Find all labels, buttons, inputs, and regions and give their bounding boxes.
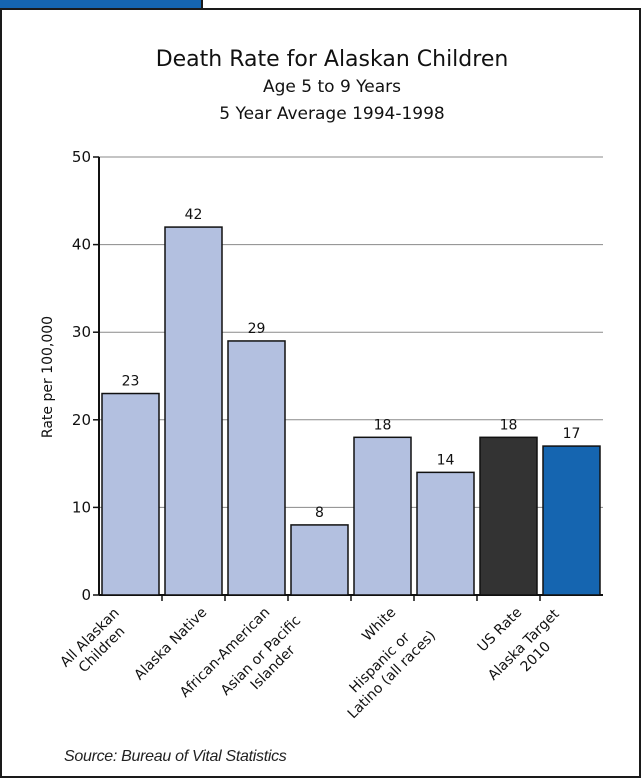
data-labels: 23 42 29 8 18 14 18 17 — [122, 207, 581, 521]
bar — [353, 436, 412, 596]
category-label: Hispanic orLatino (all races) — [333, 616, 439, 722]
y-tick-label: 40 — [72, 236, 91, 254]
data-label: 17 — [563, 426, 581, 442]
category-label: Asian or PacificIslander — [218, 613, 316, 711]
y-tick-label: 20 — [72, 411, 91, 429]
bar — [164, 226, 223, 596]
category-labels: All AlaskanChildren Alaska NativeAfrican-… — [57, 605, 563, 723]
data-label: 29 — [248, 321, 266, 337]
chart-panel: Death Rate for Alaskan Children Age 5 to… — [0, 8, 641, 778]
bar — [290, 524, 349, 596]
data-label: 23 — [122, 374, 140, 390]
data-label: 18 — [374, 417, 392, 433]
bar — [101, 392, 160, 596]
source-note: Source: Bureau of Vital Statistics — [64, 748, 287, 765]
y-tick-label: 10 — [72, 498, 91, 516]
bar — [227, 340, 286, 596]
y-tick-label: 0 — [81, 586, 91, 604]
bar — [542, 445, 601, 596]
bars — [101, 226, 601, 596]
data-label: 18 — [500, 417, 518, 433]
category-label: All AlaskanChildren — [57, 605, 134, 682]
chart-subtitle-1: Age 5 to 9 Years — [263, 77, 401, 97]
category-label-line: Alaska Target — [485, 606, 563, 684]
chart-subtitle-2: 5 Year Average 1994-1998 — [219, 104, 445, 124]
data-label: 8 — [315, 505, 324, 521]
bar-chart: Death Rate for Alaskan Children Age 5 to… — [40, 47, 603, 723]
bar — [479, 436, 538, 596]
y-tick-label: 30 — [72, 323, 91, 341]
data-label: 42 — [185, 207, 203, 223]
bar — [416, 471, 475, 596]
y-tick-label: 50 — [72, 148, 91, 166]
chart-title: Death Rate for Alaskan Children — [156, 47, 509, 72]
y-axis-label: Rate per 100,000 — [40, 316, 56, 438]
data-label: 14 — [437, 452, 455, 468]
